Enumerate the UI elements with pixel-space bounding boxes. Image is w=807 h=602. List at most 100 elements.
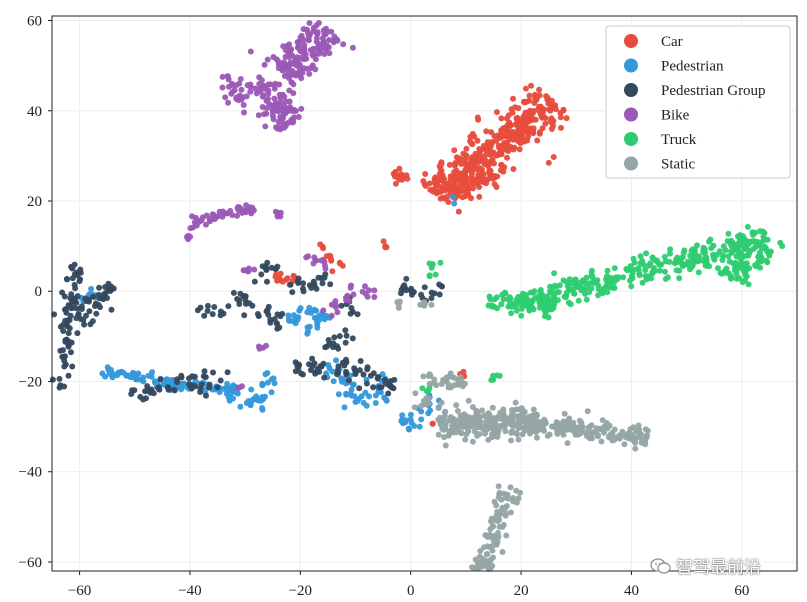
data-point — [578, 285, 585, 292]
data-point — [276, 91, 283, 98]
data-point — [584, 408, 591, 415]
data-point — [322, 344, 329, 351]
x-tick-label: 20 — [514, 583, 529, 599]
data-point — [305, 37, 312, 44]
data-point — [526, 92, 533, 99]
data-point — [171, 386, 178, 393]
data-point — [504, 491, 511, 498]
data-point — [219, 213, 226, 220]
data-point — [469, 130, 476, 137]
data-point — [715, 265, 721, 272]
data-point — [490, 175, 496, 182]
data-point — [286, 75, 292, 81]
data-point — [71, 261, 78, 268]
data-point — [74, 272, 81, 279]
data-point — [261, 61, 268, 68]
data-point — [481, 179, 488, 186]
data-point — [400, 284, 406, 291]
data-point — [101, 291, 107, 298]
data-point — [74, 305, 81, 312]
data-point — [219, 73, 226, 80]
data-point — [285, 312, 292, 319]
data-point — [294, 39, 301, 46]
data-point — [448, 182, 455, 189]
data-point — [603, 283, 609, 290]
data-point — [498, 301, 505, 308]
data-point — [313, 38, 320, 45]
data-point — [219, 208, 226, 215]
x-axis: −60 −40 −20 0 20 40 60 — [68, 571, 749, 599]
data-point — [244, 82, 251, 89]
data-point — [68, 349, 74, 356]
data-point — [636, 429, 643, 436]
data-point — [779, 243, 786, 250]
data-point — [271, 85, 278, 92]
data-point — [329, 268, 336, 275]
data-point — [360, 399, 367, 406]
data-point — [164, 379, 171, 386]
data-point — [411, 404, 418, 411]
data-point — [519, 131, 526, 138]
series-bike — [184, 20, 378, 391]
data-point — [494, 535, 501, 542]
data-point — [360, 371, 367, 378]
data-point — [377, 389, 384, 396]
data-point — [431, 175, 438, 182]
data-point — [342, 339, 349, 346]
data-point — [550, 122, 557, 129]
data-point — [300, 56, 307, 63]
data-point — [513, 499, 520, 506]
data-point — [630, 255, 637, 262]
data-point — [63, 276, 70, 282]
data-point — [462, 172, 469, 179]
data-point — [376, 384, 383, 391]
data-point — [482, 424, 489, 431]
data-point — [276, 81, 283, 88]
legend-label: Truck — [661, 132, 697, 148]
data-point — [627, 277, 633, 284]
data-point — [515, 414, 522, 420]
data-point — [278, 107, 285, 114]
data-point — [752, 229, 759, 236]
data-point — [403, 275, 410, 282]
data-point — [485, 558, 492, 565]
data-point — [129, 369, 136, 376]
data-point — [312, 56, 319, 63]
data-point — [516, 146, 523, 153]
data-point — [325, 337, 332, 343]
data-point — [479, 407, 486, 414]
data-point — [259, 85, 265, 92]
data-point — [307, 47, 314, 54]
data-point — [534, 137, 541, 144]
data-point — [225, 303, 232, 310]
data-point — [524, 126, 531, 133]
data-point — [455, 155, 462, 162]
data-point — [409, 289, 416, 296]
data-point — [398, 418, 405, 425]
data-point — [321, 51, 328, 57]
data-point — [595, 432, 601, 439]
data-point — [338, 375, 345, 382]
data-point — [716, 248, 723, 255]
series-static — [394, 298, 651, 572]
data-point — [259, 380, 266, 387]
data-point — [677, 259, 684, 266]
data-point — [237, 403, 244, 410]
data-point — [552, 102, 559, 109]
data-point — [56, 375, 63, 382]
data-point — [297, 305, 304, 312]
data-point — [476, 193, 483, 200]
data-point — [327, 281, 334, 288]
data-point — [464, 160, 471, 167]
data-point — [428, 301, 435, 308]
data-point — [536, 129, 543, 136]
data-point — [444, 193, 451, 200]
data-point — [662, 276, 669, 282]
data-point — [362, 283, 368, 290]
data-point — [321, 30, 328, 37]
data-point — [200, 373, 207, 380]
data-point — [509, 109, 516, 116]
data-point — [333, 357, 339, 364]
data-point — [609, 437, 616, 444]
data-point — [322, 265, 329, 272]
